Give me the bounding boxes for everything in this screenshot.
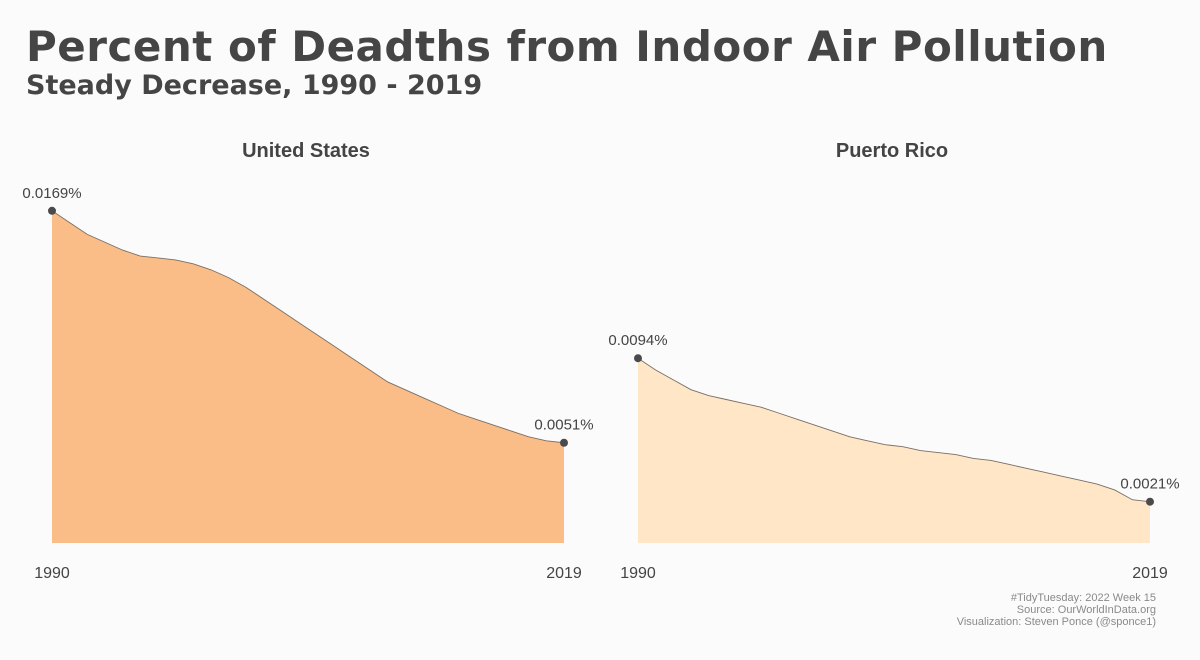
caption-source: Source: OurWorldInData.org [1016,604,1156,616]
pr-start-point [634,354,642,363]
pr-tick-end: 2019 [1132,565,1168,582]
us-end-label: 0.0051% [534,417,593,434]
us-tick-start: 1990 [34,565,70,582]
us-area [52,210,564,544]
pr-tick-start: 1990 [620,565,656,582]
pr-area [638,358,1150,543]
pr-panel-title: Puerto Rico [836,140,948,162]
pr-end-label: 0.0021% [1120,476,1179,493]
caption-credit: Visualization: Steven Ponce (@sponce1) [956,616,1156,628]
pr-start-label: 0.0094% [608,332,667,349]
us-end-point [560,438,568,447]
caption: #TidyTuesday: 2022 Week 15 Source: OurWo… [957,592,1156,628]
pr-line [637,357,1151,503]
us-start-point [48,206,56,215]
chart-title: Percent of Deadths from Indoor Air Pollu… [26,22,1108,71]
caption-tidytuesday: #TidyTuesday: 2022 Week 15 [1010,592,1156,604]
us-start-label: 0.0169% [22,185,81,202]
us-panel-title: United States [242,140,370,162]
pr-end-point [1146,497,1154,506]
us-line [51,210,565,444]
us-tick-end: 2019 [546,565,582,582]
chart-subtitle: Steady Decrease, 1990 - 2019 [26,70,483,101]
